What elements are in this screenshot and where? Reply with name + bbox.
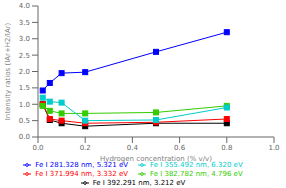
svg-text:2.0: 2.0: [19, 68, 30, 76]
svg-text:0.6: 0.6: [174, 144, 186, 152]
svg-text:0.0: 0.0: [19, 133, 30, 141]
svg-text:0.0: 0.0: [32, 144, 43, 152]
svg-text:1.5: 1.5: [19, 84, 30, 92]
svg-text:0.4: 0.4: [127, 144, 139, 152]
svg-text:1.0: 1.0: [19, 101, 30, 109]
svg-text:Intensity ratios (IAr+H2/IAr): Intensity ratios (IAr+H2/IAr): [8, 22, 12, 120]
svg-text:4.0: 4.0: [19, 2, 30, 10]
svg-text:3.5: 3.5: [19, 19, 30, 27]
html-text:Fe I 371.994 nm, 3.332 eV: Fe I 371.994 nm, 3.332 eV: [35, 170, 128, 178]
html-text:Fe I 392.291 nm, 3.212 eV: Fe I 392.291 nm, 3.212 eV: [92, 179, 186, 187]
html-text:Fe I 355.492 nm, 6.320 eV: Fe I 355.492 nm, 6.320 eV: [150, 161, 243, 169]
svg-text:Hydrogen concentration (% v/v): Hydrogen concentration (% v/v): [100, 155, 212, 163]
svg-text:0.2: 0.2: [80, 144, 91, 152]
svg-text:1.0: 1.0: [268, 144, 278, 152]
svg-text:0.5: 0.5: [19, 117, 30, 125]
html-text:Fe I 382.782 nm, 4.796 eV: Fe I 382.782 nm, 4.796 eV: [150, 170, 243, 178]
svg-text:0.8: 0.8: [221, 144, 232, 152]
svg-text:2.5: 2.5: [19, 52, 30, 60]
html-text:Fe I 281.328 nm, 5.321 eV: Fe I 281.328 nm, 5.321 eV: [35, 161, 128, 169]
svg-text:3.0: 3.0: [19, 35, 30, 43]
